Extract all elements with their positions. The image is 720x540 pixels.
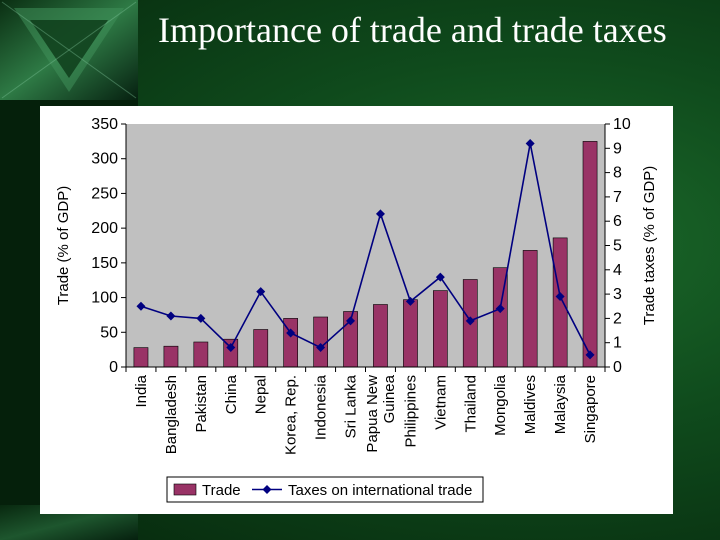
left-tick-label: 0 [109,359,118,376]
legend-tax-label: Taxes on international trade [288,482,472,499]
category-label: China [223,374,240,414]
trade-bar [373,304,388,368]
legend-tax-marker [262,485,272,494]
taxes-marker [465,316,475,326]
right-tick-label: 4 [613,262,622,279]
trade-bar [432,290,448,368]
right-tick-label: 0 [613,359,622,376]
category-label: Mongolia [492,374,509,436]
trade-chart: 0 50 100 150 200 250 300 350 0 1 2 3 4 5 6 7 8 9 10 India… [55,116,658,503]
right-tick-label: 1 [613,335,622,352]
taxes-marker [136,301,146,311]
category-label: Indonesia [313,374,330,440]
taxes-marker [346,316,356,326]
left-tick-label: 300 [91,151,118,168]
legend-box [166,476,484,503]
taxes-marker [256,287,266,297]
category-label: Sri Lanka [343,374,360,438]
taxes-marker [585,350,595,360]
right-tick-label: 9 [613,140,622,157]
left-tick-label: 350 [91,116,118,133]
category-label: Korea, Rep. [283,375,300,455]
trade-bar [582,141,598,368]
right-tick-label: 10 [613,116,631,133]
right-tick-label: 6 [613,213,622,230]
left-tick-label: 200 [91,220,118,237]
taxes-marker [316,343,326,353]
taxes-marker [286,328,296,338]
trade-bar [133,347,149,368]
left-axis-title: Trade (% of GDP) [55,186,72,305]
left-tick-label: 150 [91,255,118,272]
taxes-marker [435,272,445,282]
slide-title: Importance of trade and trade taxes [158,10,667,50]
left-tick-label: 250 [91,185,118,202]
taxes-marker [166,311,176,321]
trade-bar [313,316,329,368]
category-label: Malaysia [552,374,569,434]
taxes-marker [525,138,535,148]
category-label: Guinea [381,374,398,423]
chart-legend: Trade Taxes on international trade [166,476,484,503]
category-label: Bangladesh [163,375,180,454]
trade-bar [163,345,179,368]
category-label: Maldives [522,375,539,434]
category-label: India [133,374,150,407]
right-tick-label: 2 [613,310,622,327]
left-tick-label: 50 [100,324,118,341]
trade-bar [403,299,418,368]
trade-bar [552,237,568,368]
taxes-marker [226,343,236,353]
taxes-line [140,143,591,356]
right-tick-label: 3 [613,286,622,303]
right-tick-label: 8 [613,165,622,182]
taxes-marker [495,304,505,314]
taxes-marker [196,313,206,323]
legend-trade-swatch [173,483,197,496]
legend-trade-label: Trade [202,482,241,499]
trade-bar [193,341,209,368]
right-tick-label: 7 [613,189,622,206]
category-label: Vietnam [432,375,449,430]
trade-bar [522,250,538,368]
taxes-marker [375,209,385,219]
category-label: Singapore [582,375,599,443]
category-label: Papua New [364,375,381,453]
taxes-marker [405,296,415,306]
category-label: Pakistan [193,375,210,433]
category-label: Thailand [462,375,479,433]
chart-panel: 0 50 100 150 200 250 300 350 0 1 2 3 4 5 6 7 8 9 10 India… [40,106,673,514]
category-label: Nepal [253,375,270,414]
category-label: Philippines [402,375,419,448]
taxes-marker [555,292,565,302]
trade-bar [253,329,269,368]
right-axis-title: Trade taxes (% of GDP) [641,166,658,326]
left-tick-label: 100 [91,290,118,307]
right-tick-label: 5 [613,238,622,255]
